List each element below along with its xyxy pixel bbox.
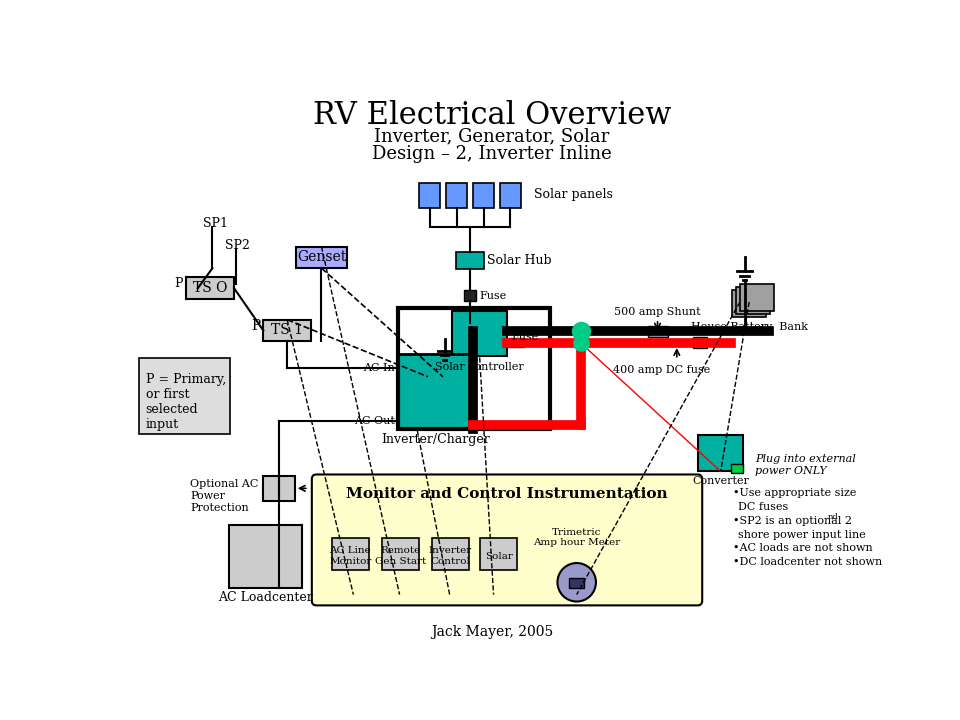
Text: Inverter, Generator, Solar: Inverter, Generator, Solar: [374, 127, 610, 145]
Text: RV Electrical Overview: RV Electrical Overview: [313, 100, 671, 131]
FancyBboxPatch shape: [263, 320, 311, 341]
Text: AC Loadcenter: AC Loadcenter: [218, 591, 313, 604]
FancyBboxPatch shape: [228, 526, 301, 588]
FancyBboxPatch shape: [296, 246, 348, 268]
Text: AC Line
Monitor: AC Line Monitor: [329, 546, 372, 566]
FancyBboxPatch shape: [186, 277, 234, 299]
FancyBboxPatch shape: [736, 287, 770, 315]
Text: AC Out: AC Out: [354, 416, 395, 426]
FancyBboxPatch shape: [732, 289, 766, 318]
FancyBboxPatch shape: [452, 311, 508, 356]
FancyBboxPatch shape: [332, 538, 369, 570]
FancyBboxPatch shape: [262, 476, 295, 500]
Text: Jack Mayer, 2005: Jack Mayer, 2005: [431, 624, 553, 639]
Text: Design – 2, Inverter Inline: Design – 2, Inverter Inline: [372, 145, 612, 163]
Text: •DC loadcenter not shown: •DC loadcenter not shown: [733, 557, 882, 567]
Text: P: P: [251, 319, 260, 333]
Text: Solar: Solar: [485, 552, 513, 561]
Text: Fuse: Fuse: [512, 332, 539, 342]
FancyBboxPatch shape: [464, 290, 476, 301]
Text: nd: nd: [828, 513, 838, 521]
Text: 400 amp DC fuse: 400 amp DC fuse: [612, 365, 710, 374]
FancyBboxPatch shape: [698, 435, 743, 472]
Text: TS O: TS O: [193, 281, 228, 295]
Text: Optional AC
Power
Protection: Optional AC Power Protection: [190, 480, 258, 513]
Text: Inverter/Charger: Inverter/Charger: [381, 433, 490, 446]
Circle shape: [558, 563, 596, 601]
Text: Trimetric
Amp hour Meter: Trimetric Amp hour Meter: [533, 528, 620, 547]
FancyBboxPatch shape: [398, 354, 472, 429]
FancyBboxPatch shape: [569, 577, 585, 588]
FancyBboxPatch shape: [456, 252, 484, 269]
FancyBboxPatch shape: [480, 538, 517, 570]
FancyBboxPatch shape: [382, 538, 419, 570]
FancyBboxPatch shape: [740, 284, 774, 311]
FancyBboxPatch shape: [139, 359, 230, 433]
FancyBboxPatch shape: [312, 474, 702, 606]
Text: Solar panels: Solar panels: [535, 188, 613, 201]
FancyBboxPatch shape: [445, 184, 468, 208]
Text: Genset: Genset: [297, 251, 346, 264]
FancyBboxPatch shape: [432, 538, 468, 570]
Text: Solar controller: Solar controller: [435, 362, 524, 372]
Text: 500 amp Shunt: 500 amp Shunt: [614, 307, 701, 317]
FancyBboxPatch shape: [472, 184, 494, 208]
Text: Plug into external
power ONLY: Plug into external power ONLY: [756, 454, 856, 476]
FancyBboxPatch shape: [693, 338, 707, 348]
Text: House Battery  Bank: House Battery Bank: [690, 322, 807, 332]
Text: •SP2 is an optional 2: •SP2 is an optional 2: [733, 516, 852, 526]
Text: SP1: SP1: [204, 217, 228, 230]
Text: P = Primary,
or first
selected
input: P = Primary, or first selected input: [146, 373, 226, 431]
Text: Inverter
Control: Inverter Control: [429, 546, 472, 566]
FancyBboxPatch shape: [419, 184, 441, 208]
Text: Converter: Converter: [692, 476, 749, 485]
Text: Solar Hub: Solar Hub: [487, 254, 551, 267]
Text: DC fuses: DC fuses: [738, 502, 789, 512]
Text: P: P: [175, 277, 182, 290]
Text: •AC loads are not shown: •AC loads are not shown: [733, 544, 873, 554]
Text: SP2: SP2: [225, 238, 250, 251]
Text: TS 1: TS 1: [271, 323, 303, 338]
Text: Remote
Gen Start: Remote Gen Start: [374, 546, 426, 566]
Text: AC In: AC In: [363, 363, 395, 373]
FancyBboxPatch shape: [731, 464, 743, 473]
FancyBboxPatch shape: [648, 326, 667, 337]
Text: •Use appropriate size: •Use appropriate size: [733, 488, 856, 498]
FancyBboxPatch shape: [500, 184, 521, 208]
Text: Monitor and Control Instrumentation: Monitor and Control Instrumentation: [347, 487, 668, 502]
FancyBboxPatch shape: [509, 338, 524, 348]
Text: Fuse: Fuse: [480, 291, 507, 301]
Text: shore power input line: shore power input line: [738, 529, 866, 539]
